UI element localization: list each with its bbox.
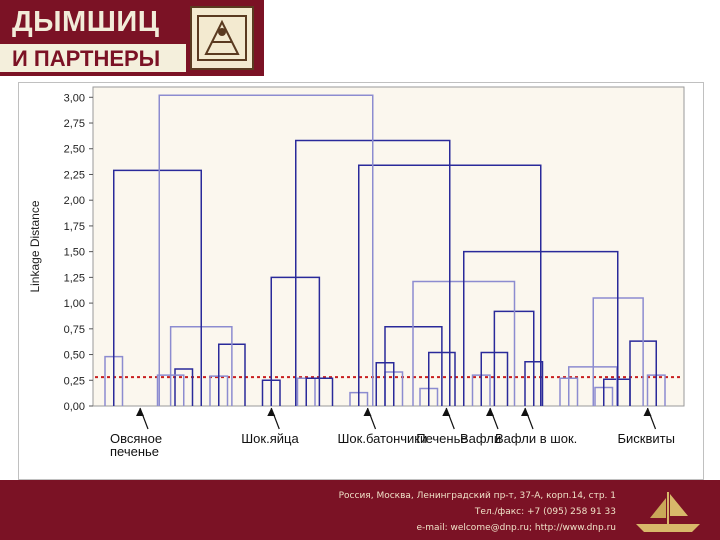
dendrogram-link — [174, 368, 194, 406]
annotation-label: Шок.батончики — [338, 431, 428, 446]
dendrogram-chart: 3,00 2,75 2,50 2,25 2,00 1,75 1,50 1,25 1,00 0,75… — [28, 86, 685, 459]
y-tick-label: 1,50 — [64, 247, 85, 259]
footer-ship-emblem-icon — [636, 492, 700, 532]
footer: Россия, Москва, Ленинградский пр-т, 37-А… — [0, 480, 720, 540]
y-tick-label: 2,25 — [64, 169, 85, 181]
annotation-arrowhead — [363, 408, 372, 416]
chart-frame: 3,00 2,75 2,50 2,25 2,00 1,75 1,50 1,25 1,00 0,75… — [18, 82, 704, 480]
annotation-arrowhead — [486, 408, 494, 416]
y-tick-label: 1,00 — [64, 298, 85, 310]
y-tick-label: 0,00 — [64, 401, 85, 413]
annotation-label: Вафли в шок. — [495, 431, 577, 446]
company-logo: ДЫМШИЦ И ПАРТНЕРЫ — [0, 0, 264, 76]
annotation-label: Печенье — [416, 431, 467, 446]
annotation-arrowhead — [267, 408, 276, 416]
y-tick-label: 0,50 — [64, 350, 85, 362]
annotation-arrowhead — [442, 408, 451, 416]
logo-line-1: ДЫМШИЦ — [12, 6, 160, 38]
dendrogram-link — [113, 169, 202, 406]
y-tick-label: 3,00 — [64, 92, 85, 104]
y-tick-label: 2,00 — [64, 195, 85, 207]
annotation-label: Шок.яйца — [241, 431, 299, 446]
annotation-arrowhead — [643, 408, 652, 416]
logo-line-2-background — [0, 44, 186, 72]
annotation-label: печенье — [110, 444, 159, 459]
y-tick-label: 0,75 — [64, 324, 85, 336]
plot-area — [92, 86, 685, 407]
y-axis-label: Linkage Distance — [28, 200, 42, 292]
annotation-label: Бисквиты — [618, 431, 675, 446]
y-tick-label: 1,25 — [64, 272, 85, 284]
y-tick-label: 2,50 — [64, 144, 85, 156]
footer-phone: Тел./факс: +7 (095) 258 91 33 — [474, 507, 616, 517]
dendrogram-link — [158, 94, 374, 406]
y-tick-label: 0,25 — [64, 375, 85, 387]
y-tick-label: 1,75 — [64, 221, 85, 233]
annotation-arrowhead — [136, 408, 144, 416]
logo-line-2: И ПАРТНЕРЫ — [12, 46, 161, 71]
annotation-label: Вафли — [460, 431, 501, 446]
footer-address: Россия, Москва, Ленинградский пр-т, 37-А… — [338, 491, 616, 501]
logo-emblem-icon — [190, 6, 254, 70]
footer-contacts[interactable]: e-mail: welcome@dnp.ru; http://www.dnp.r… — [416, 523, 617, 533]
annotation-arrowhead — [521, 408, 529, 416]
y-tick-label: 2,75 — [64, 118, 85, 130]
annotation-label: Овсяное — [110, 431, 162, 446]
